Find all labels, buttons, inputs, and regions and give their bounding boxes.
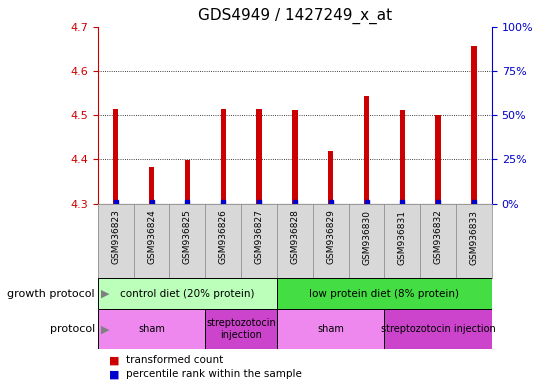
Text: GSM936830: GSM936830 [362,210,371,265]
Text: GSM936828: GSM936828 [290,210,300,265]
Text: GSM936833: GSM936833 [470,210,479,265]
Bar [277,309,385,349]
Bar [471,46,477,204]
Text: streptozotocin injection: streptozotocin injection [381,324,496,334]
Text: GSM936825: GSM936825 [183,210,192,265]
Text: low protein diet (8% protein): low protein diet (8% protein) [310,289,459,299]
Text: percentile rank within the sample: percentile rank within the sample [126,369,302,379]
Text: GSM936824: GSM936824 [147,210,156,264]
Text: sham: sham [138,324,165,334]
Text: protocol: protocol [50,324,95,334]
Bar [400,110,405,204]
Text: transformed count: transformed count [126,355,223,365]
Bar [328,151,333,204]
Text: ▶: ▶ [101,324,109,334]
Text: GSM936832: GSM936832 [434,210,443,265]
Bar [277,278,492,309]
Text: control diet (20% protein): control diet (20% protein) [120,289,255,299]
Title: GDS4949 / 1427249_x_at: GDS4949 / 1427249_x_at [198,8,392,24]
Text: growth protocol: growth protocol [7,289,95,299]
Bar [221,109,226,204]
Bar [113,109,119,204]
Bar [364,96,369,204]
Text: sham: sham [318,324,344,334]
Bar [205,309,277,349]
Text: ▶: ▶ [101,289,109,299]
Bar [98,309,205,349]
Bar [435,115,441,204]
Bar [98,278,277,309]
Bar [149,167,154,204]
Bar [184,160,190,204]
Bar [385,309,492,349]
Text: ■: ■ [109,355,120,365]
Text: GSM936831: GSM936831 [398,210,407,265]
Text: ■: ■ [109,369,120,379]
Text: GSM936827: GSM936827 [254,210,263,265]
Bar [292,110,297,204]
Text: GSM936826: GSM936826 [219,210,228,265]
Text: streptozotocin
injection: streptozotocin injection [206,318,276,340]
Bar [257,109,262,204]
Text: GSM936823: GSM936823 [111,210,120,265]
Text: GSM936829: GSM936829 [326,210,335,265]
